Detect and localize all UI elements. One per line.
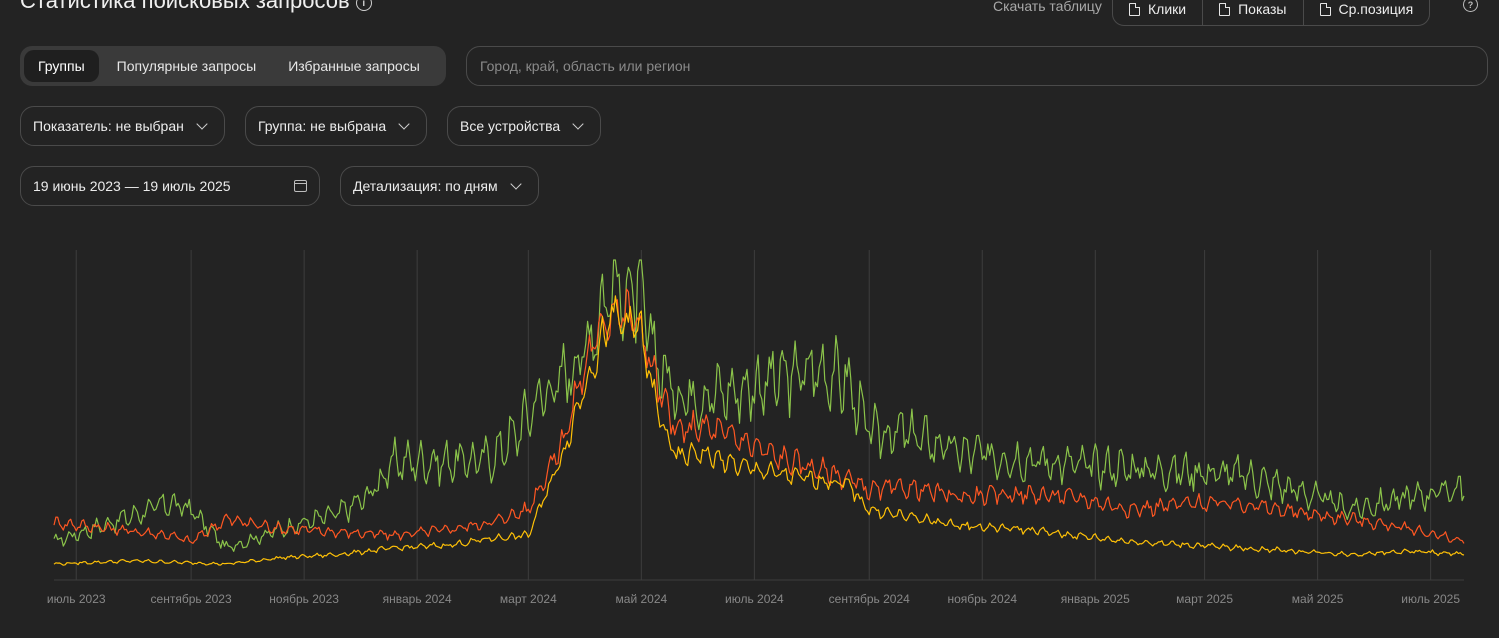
file-icon	[1319, 2, 1331, 16]
x-tick-label: сентябрь 2024	[829, 592, 910, 606]
chart-series	[53, 259, 1465, 566]
x-tick-label: ноябрь 2023	[269, 592, 339, 606]
page-title: Статистика поисковых запросов i	[20, 0, 372, 14]
x-tick-label: январь 2025	[1061, 592, 1130, 606]
series-line-2	[53, 295, 1465, 566]
chevron-down-icon	[572, 118, 584, 130]
metric-select[interactable]: Показатель: не выбран	[20, 106, 225, 146]
chart-grid	[54, 250, 1464, 581]
tab-favorite-queries[interactable]: Избранные запросы	[288, 58, 420, 74]
x-axis-ticks: июль 2023 сентябрь 2023 ноябрь 2023 январь …	[47, 592, 1460, 606]
file-icon	[1219, 2, 1231, 16]
x-tick-label: сентябрь 2023	[151, 592, 232, 606]
group-select[interactable]: Группа: не выбрана	[245, 106, 427, 146]
x-tick-label: март 2025	[1176, 592, 1233, 606]
devices-select-label: Все устройства	[460, 118, 561, 134]
x-tick-label: май 2024	[616, 592, 668, 606]
page-title-text: Статистика поисковых запросов	[20, 0, 350, 13]
x-tick-label: ноябрь 2024	[947, 592, 1017, 606]
group-select-label: Группа: не выбрана	[258, 118, 387, 134]
date-range-picker[interactable]: 19 июнь 2023 — 19 июль 2025	[20, 166, 320, 206]
tab-groups[interactable]: Группы	[24, 50, 99, 82]
chevron-down-icon	[196, 118, 208, 130]
download-impressions-label: Показы	[1238, 1, 1287, 17]
chevron-down-icon	[509, 178, 522, 190]
series-line-0	[53, 259, 1465, 552]
x-tick-label: март 2024	[500, 592, 557, 606]
download-impressions-button[interactable]: Показы	[1203, 0, 1304, 25]
download-position-label: Ср.позиция	[1338, 1, 1414, 17]
file-icon	[1129, 2, 1140, 16]
info-icon[interactable]: i	[355, 0, 372, 11]
date-range-label: 19 июнь 2023 — 19 июль 2025	[33, 178, 231, 194]
download-button-group: Клики Показы Ср.позиция	[1112, 0, 1431, 26]
download-clicks-button[interactable]: Клики	[1113, 0, 1204, 25]
download-label: Скачать таблицу	[993, 0, 1102, 14]
region-search-input[interactable]	[466, 46, 1488, 86]
detail-select[interactable]: Детализация: по дням	[340, 166, 539, 206]
chevron-down-icon	[398, 118, 410, 130]
x-tick-label: июль 2024	[725, 592, 784, 606]
help-icon[interactable]: ?	[1463, 0, 1478, 12]
tab-popular-queries[interactable]: Популярные запросы	[116, 58, 257, 74]
calendar-icon	[294, 180, 307, 192]
x-tick-label: июль 2025	[1401, 592, 1460, 606]
series-line-1	[53, 288, 1465, 544]
detail-select-label: Детализация: по дням	[353, 178, 498, 194]
x-tick-label: май 2025	[1292, 592, 1344, 606]
x-tick-label: январь 2024	[383, 592, 452, 606]
devices-select[interactable]: Все устройства	[447, 106, 601, 146]
search-stats-chart: июль 2023 сентябрь 2023 ноябрь 2023 январь …	[47, 250, 1465, 606]
download-clicks-label: Клики	[1148, 1, 1187, 17]
metric-select-label: Показатель: не выбран	[33, 118, 184, 134]
download-position-button[interactable]: Ср.позиция	[1304, 0, 1430, 25]
view-tabs: Группы Популярные запросы Избранные запр…	[20, 46, 446, 86]
x-tick-label: июль 2023	[47, 592, 106, 606]
